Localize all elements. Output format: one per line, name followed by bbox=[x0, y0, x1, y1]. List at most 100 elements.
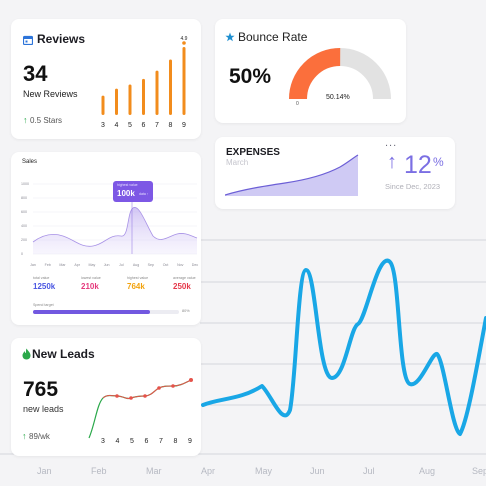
review-tick-label: 3 bbox=[101, 122, 105, 129]
leads-x-tick: 6 bbox=[145, 438, 149, 445]
review-bar bbox=[115, 88, 118, 115]
new-leads-line-chart: 3 4 5 6 7 8 9 bbox=[88, 378, 193, 445]
review-tick-label: 8 bbox=[169, 122, 173, 129]
month-label: Aug bbox=[419, 466, 436, 476]
sales-stats: total value 1250k lowest value 210k high… bbox=[33, 276, 203, 296]
sales-title: Sales bbox=[22, 159, 38, 165]
sales-area-chart: 1000 800 600 400 200 0 Jan Feb Mar Apr May Jun Jul A… bbox=[21, 182, 199, 267]
new-leads-value: 765 bbox=[23, 378, 59, 401]
bounce-rate-gauge: 0 50.14% bbox=[289, 47, 391, 107]
progress-label: Spend target bbox=[33, 303, 54, 307]
sales-month-tick: Jan bbox=[30, 263, 36, 267]
leads-x-tick: 5 bbox=[130, 438, 134, 445]
trend-up-icon: ↑ bbox=[23, 115, 28, 125]
review-tick-label: 4 bbox=[115, 122, 119, 129]
sales-month-tick: Oct bbox=[163, 263, 169, 267]
sales-month-tick: Nov bbox=[177, 263, 184, 267]
review-bar bbox=[155, 70, 159, 115]
leads-x-tick: 3 bbox=[101, 438, 105, 445]
reviews-subtitle: New Reviews bbox=[23, 89, 78, 99]
review-bar bbox=[128, 84, 132, 115]
sales-y-tick: 400 bbox=[21, 224, 27, 228]
reviews-bar-chart: 3 4 5 6 7 8 9 4.9 bbox=[101, 36, 188, 129]
month-label: Apr bbox=[201, 466, 216, 476]
sales-month-tick: Jul bbox=[119, 263, 124, 267]
expenses-percent: 12 bbox=[404, 151, 432, 179]
stat-label: lowest value bbox=[81, 276, 101, 280]
expenses-title: EXPENSES bbox=[226, 147, 280, 158]
new-leads-footer: 89/wk bbox=[29, 432, 50, 441]
month-label: May bbox=[255, 466, 273, 476]
sales-card[interactable]: Sales 1000 800 600 400 200 0 Jan Feb Mar Apr May J… bbox=[11, 152, 201, 325]
review-tick-label: 9 bbox=[182, 122, 186, 129]
sales-month-tick: Dec bbox=[192, 263, 199, 267]
review-bar bbox=[142, 78, 145, 115]
sales-y-tick: 1000 bbox=[21, 182, 29, 186]
sales-y-tick: 0 bbox=[21, 252, 23, 256]
reviews-value: 34 bbox=[23, 61, 48, 86]
bounce-rate-title: Bounce Rate bbox=[238, 30, 308, 44]
stat-value: 210k bbox=[81, 282, 99, 291]
lead-point bbox=[189, 378, 193, 382]
lead-point bbox=[157, 386, 161, 390]
expenses-card[interactable]: EXPENSES March ... ↑ 12 % Since Dec, 202… bbox=[215, 137, 455, 209]
new-leads-subtitle: new leads bbox=[23, 404, 64, 414]
review-bar bbox=[182, 47, 186, 115]
more-menu-button[interactable]: ... bbox=[385, 137, 398, 149]
reviews-footer: 0.5 Stars bbox=[30, 116, 63, 125]
lead-point bbox=[129, 396, 133, 400]
stat-label: highest value bbox=[127, 276, 149, 280]
sales-month-tick: Feb bbox=[45, 263, 51, 267]
trend-up-icon: ↑ bbox=[22, 431, 27, 441]
sales-y-tick: 200 bbox=[21, 238, 27, 242]
stat-label: total value bbox=[33, 276, 50, 280]
leads-x-tick: 8 bbox=[174, 438, 178, 445]
month-label: Jan bbox=[37, 466, 52, 476]
sales-y-tick: 600 bbox=[21, 210, 27, 214]
sales-y-tick: 800 bbox=[21, 196, 27, 200]
review-tick-label: 7 bbox=[155, 122, 159, 129]
reviews-title: Reviews bbox=[37, 32, 86, 46]
progress-track bbox=[33, 310, 179, 314]
progress-percent: 80% bbox=[182, 309, 190, 313]
gauge-value-label: 50.14% bbox=[326, 94, 350, 101]
gauge-fill bbox=[289, 47, 341, 100]
gauge-min-label: 0 bbox=[296, 101, 299, 107]
stat-value: 764k bbox=[127, 282, 145, 291]
leads-x-tick: 9 bbox=[188, 438, 192, 445]
leads-x-tick: 4 bbox=[116, 438, 120, 445]
stat-value: 250k bbox=[173, 282, 191, 291]
expenses-percent-sign: % bbox=[433, 155, 444, 169]
sales-month-tick: Aug bbox=[133, 263, 139, 267]
lead-point bbox=[115, 394, 119, 398]
lead-point bbox=[143, 394, 147, 398]
tooltip-tag: data ↑ bbox=[139, 192, 149, 196]
expenses-area-chart bbox=[225, 154, 359, 196]
review-bar bbox=[101, 95, 105, 115]
sales-month-tick: Apr bbox=[74, 263, 80, 267]
review-tick-label: 6 bbox=[142, 122, 146, 129]
star-icon bbox=[225, 32, 235, 42]
flame-icon bbox=[22, 348, 31, 360]
month-label: Mar bbox=[146, 466, 162, 476]
review-peak-dot bbox=[182, 41, 186, 45]
expenses-subtitle: March bbox=[226, 158, 249, 167]
sales-tooltip: highest value 100k data ↑ bbox=[113, 181, 153, 202]
stat-label: average value bbox=[173, 276, 196, 280]
sales-month-tick: May bbox=[89, 263, 96, 267]
month-label: Sep bbox=[472, 466, 486, 476]
leads-x-tick: 7 bbox=[159, 438, 163, 445]
new-leads-title: New Leads bbox=[32, 347, 95, 361]
review-tick-label: 5 bbox=[128, 122, 132, 129]
tooltip-label: highest value bbox=[117, 183, 138, 187]
tooltip-value: 100k bbox=[117, 189, 135, 198]
month-label: Jul bbox=[363, 466, 375, 476]
sales-month-tick: Mar bbox=[59, 263, 66, 267]
bounce-rate-card[interactable]: Bounce Rate 50% 0 50.14% bbox=[215, 19, 406, 123]
lead-point bbox=[171, 384, 175, 388]
arrow-up-icon: ↑ bbox=[387, 151, 397, 173]
progress-fill bbox=[33, 310, 150, 314]
new-leads-card[interactable]: New Leads 765 new leads ↑ 89/wk 3 4 5 6 7 8 9 bbox=[11, 338, 201, 456]
expenses-since: Since Dec, 2023 bbox=[385, 182, 441, 191]
